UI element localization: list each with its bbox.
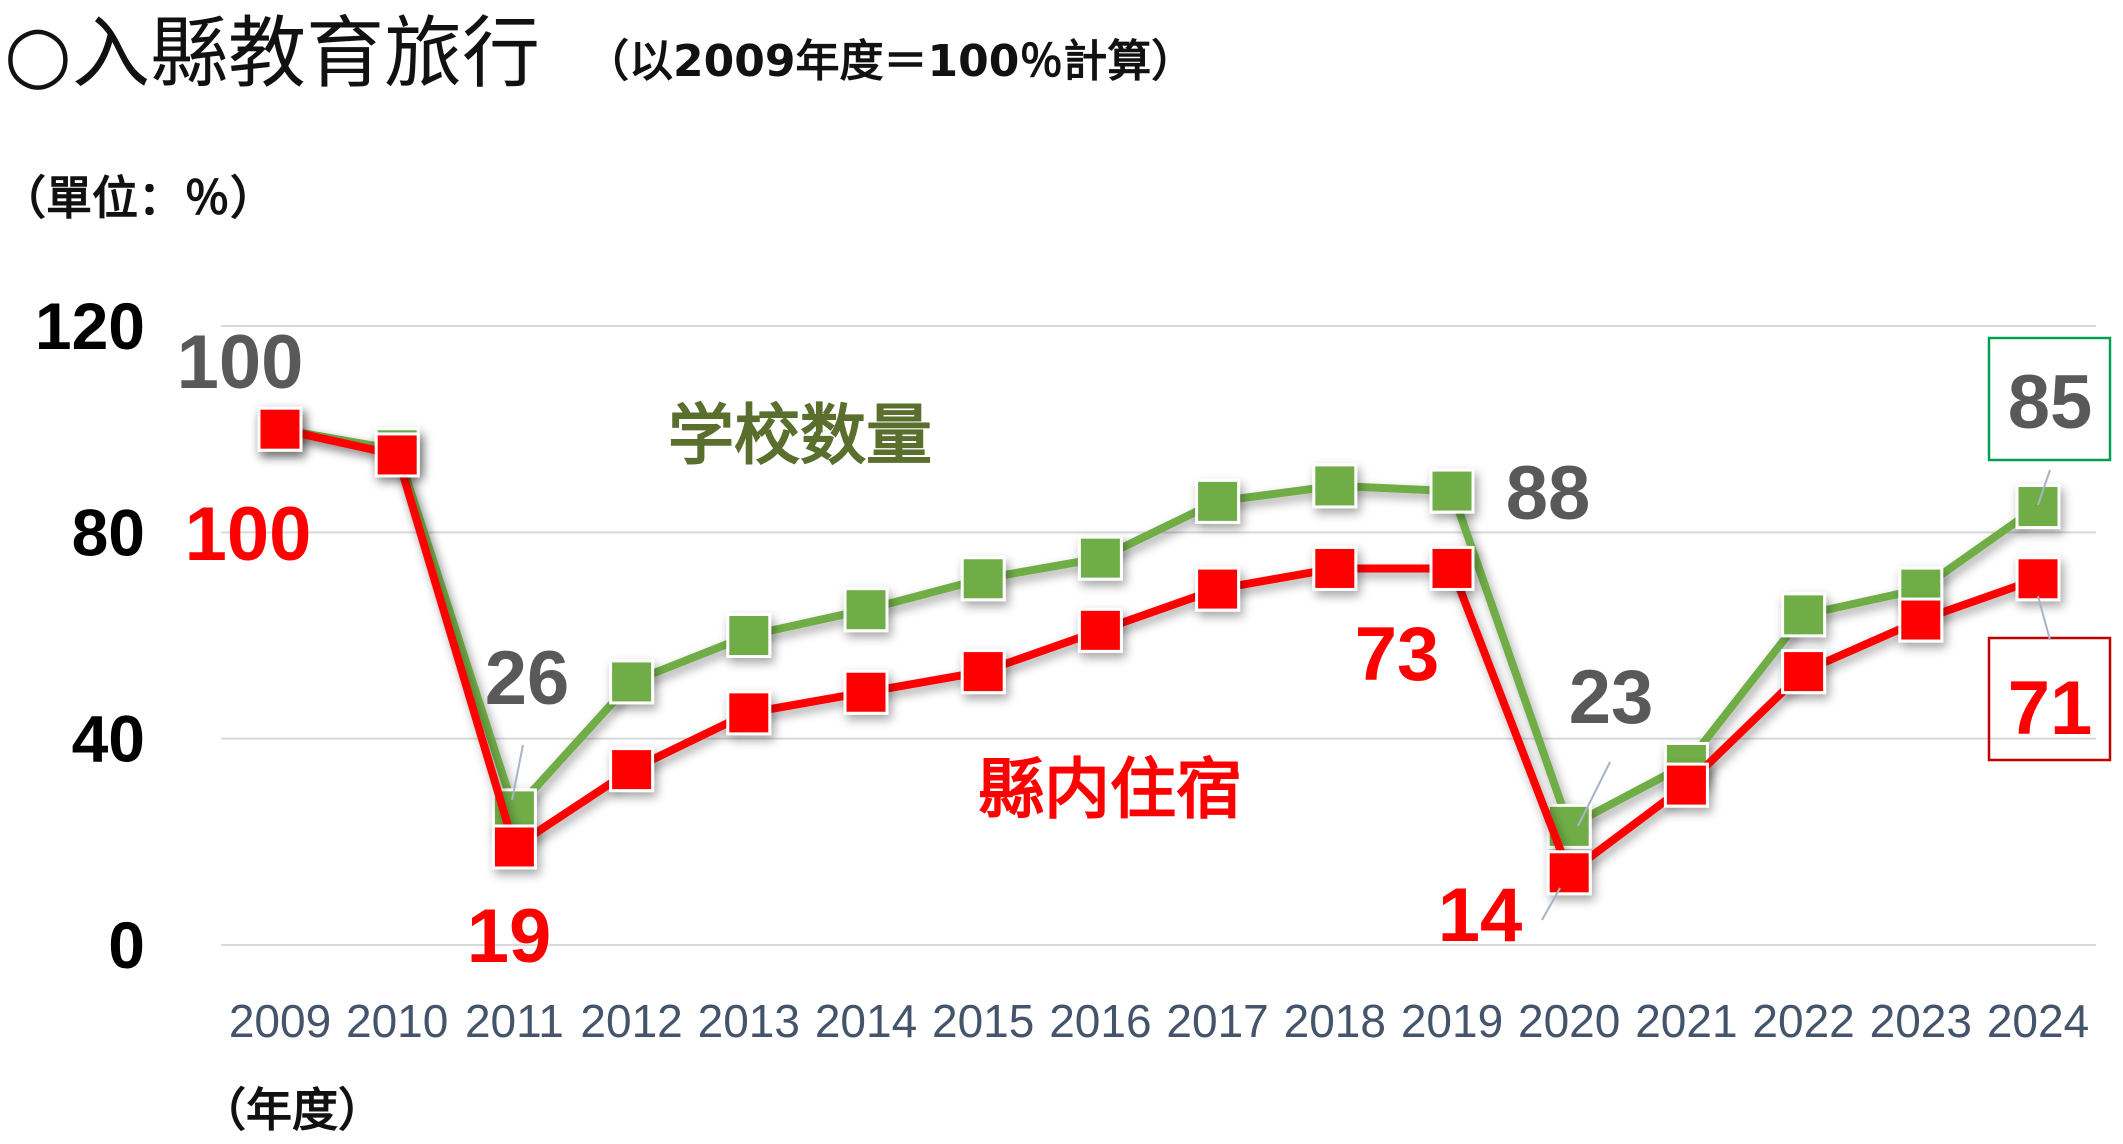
series-1-marker: [1663, 762, 1709, 808]
data-label: 71: [2008, 666, 2093, 751]
x-tick-label: 2014: [815, 995, 917, 1047]
series-line-1: [279, 425, 2040, 877]
data-labels: 100 100 26 19 73 88 23 14 85 71: [177, 320, 2112, 979]
unit-label: （單位：％）: [0, 171, 276, 225]
series-1-marker: [374, 432, 420, 478]
data-label: 100: [177, 320, 304, 405]
series-1-marker: [1898, 597, 1944, 643]
y-tick-label: 80: [72, 495, 145, 569]
leader-line: [2037, 469, 2051, 506]
x-tick-label: 2016: [1049, 995, 1151, 1047]
series-0-marker: [1195, 478, 1241, 524]
x-tick-label: 2024: [1987, 995, 2089, 1047]
series-0-marker: [609, 659, 655, 705]
x-tick-label: 2019: [1401, 995, 1503, 1047]
x-tick-label: 2017: [1166, 995, 1268, 1047]
x-tick-label: 2022: [1752, 995, 1854, 1047]
data-label: 19: [467, 894, 552, 979]
series-1-marker: [257, 406, 303, 452]
series-1-marker: [1429, 545, 1475, 591]
series-0-marker: [2015, 484, 2061, 530]
x-tick-label: 2011: [465, 995, 564, 1047]
y-tick-label: 0: [108, 908, 145, 982]
series-1-marker: [609, 747, 655, 793]
x-tick-label: 2018: [1284, 995, 1386, 1047]
series-0-marker: [960, 556, 1006, 602]
data-label: 100: [185, 492, 312, 577]
x-tick-label: 2020: [1518, 995, 1620, 1047]
leader-line: [2037, 595, 2051, 641]
series-0-marker: [1312, 463, 1358, 509]
series-1-marker: [1546, 850, 1592, 896]
x-axis: 2009 2010 2011 2012 2013 2014 2015 2016 2017 2018…: [229, 995, 2089, 1047]
data-label: 73: [1355, 612, 1440, 697]
series-name-schools: 学校数量: [668, 397, 932, 474]
x-tick-label: 2012: [580, 995, 682, 1047]
series-0-marker: [1429, 468, 1475, 514]
data-label: 14: [1438, 873, 1523, 958]
x-tick-label: 2023: [1870, 995, 1972, 1047]
series-1-marker: [1195, 566, 1241, 612]
x-axis-unit-label: （年度）: [200, 1083, 384, 1137]
chart-subtitle: （以2009年度＝100％計算）: [585, 36, 1195, 87]
series-1-marker: [1781, 649, 1827, 695]
series-name-lodging: 縣内住宿: [978, 751, 1242, 828]
data-label: 85: [2008, 360, 2093, 445]
data-label-box: [1987, 336, 2112, 462]
leader-line: [511, 744, 524, 801]
series-group: [257, 406, 2061, 896]
series-0-marker: [1781, 592, 1827, 638]
data-label: 26: [485, 636, 570, 721]
series-1-marker: [726, 690, 772, 736]
y-axis: 0 40 80 120: [35, 289, 145, 982]
leader-line: [1541, 887, 1561, 921]
series-1-marker: [843, 669, 889, 715]
data-label: 88: [1506, 451, 1591, 536]
series-line-0: [279, 425, 2041, 831]
leader-line: [1577, 761, 1611, 827]
x-tick-label: 2010: [346, 995, 448, 1047]
data-label: 23: [1569, 655, 1654, 740]
x-tick-label: 2021: [1635, 995, 1737, 1047]
series-1-marker: [960, 649, 1006, 695]
series-1-marker: [1077, 607, 1123, 653]
series-0-marker: [843, 587, 889, 633]
x-tick-label: 2009: [229, 995, 331, 1047]
chart-title: ○入縣教育旅行: [4, 9, 540, 99]
y-tick-label: 40: [72, 702, 145, 776]
x-tick-label: 2013: [698, 995, 800, 1047]
x-tick-label: 2015: [932, 995, 1034, 1047]
series-1-marker: [2015, 556, 2061, 602]
series-1-marker: [1312, 545, 1358, 591]
y-tick-label: 120: [35, 289, 145, 363]
series-0-marker: [726, 613, 772, 658]
series-1-marker: [491, 824, 537, 870]
series-0-marker: [1077, 535, 1123, 581]
